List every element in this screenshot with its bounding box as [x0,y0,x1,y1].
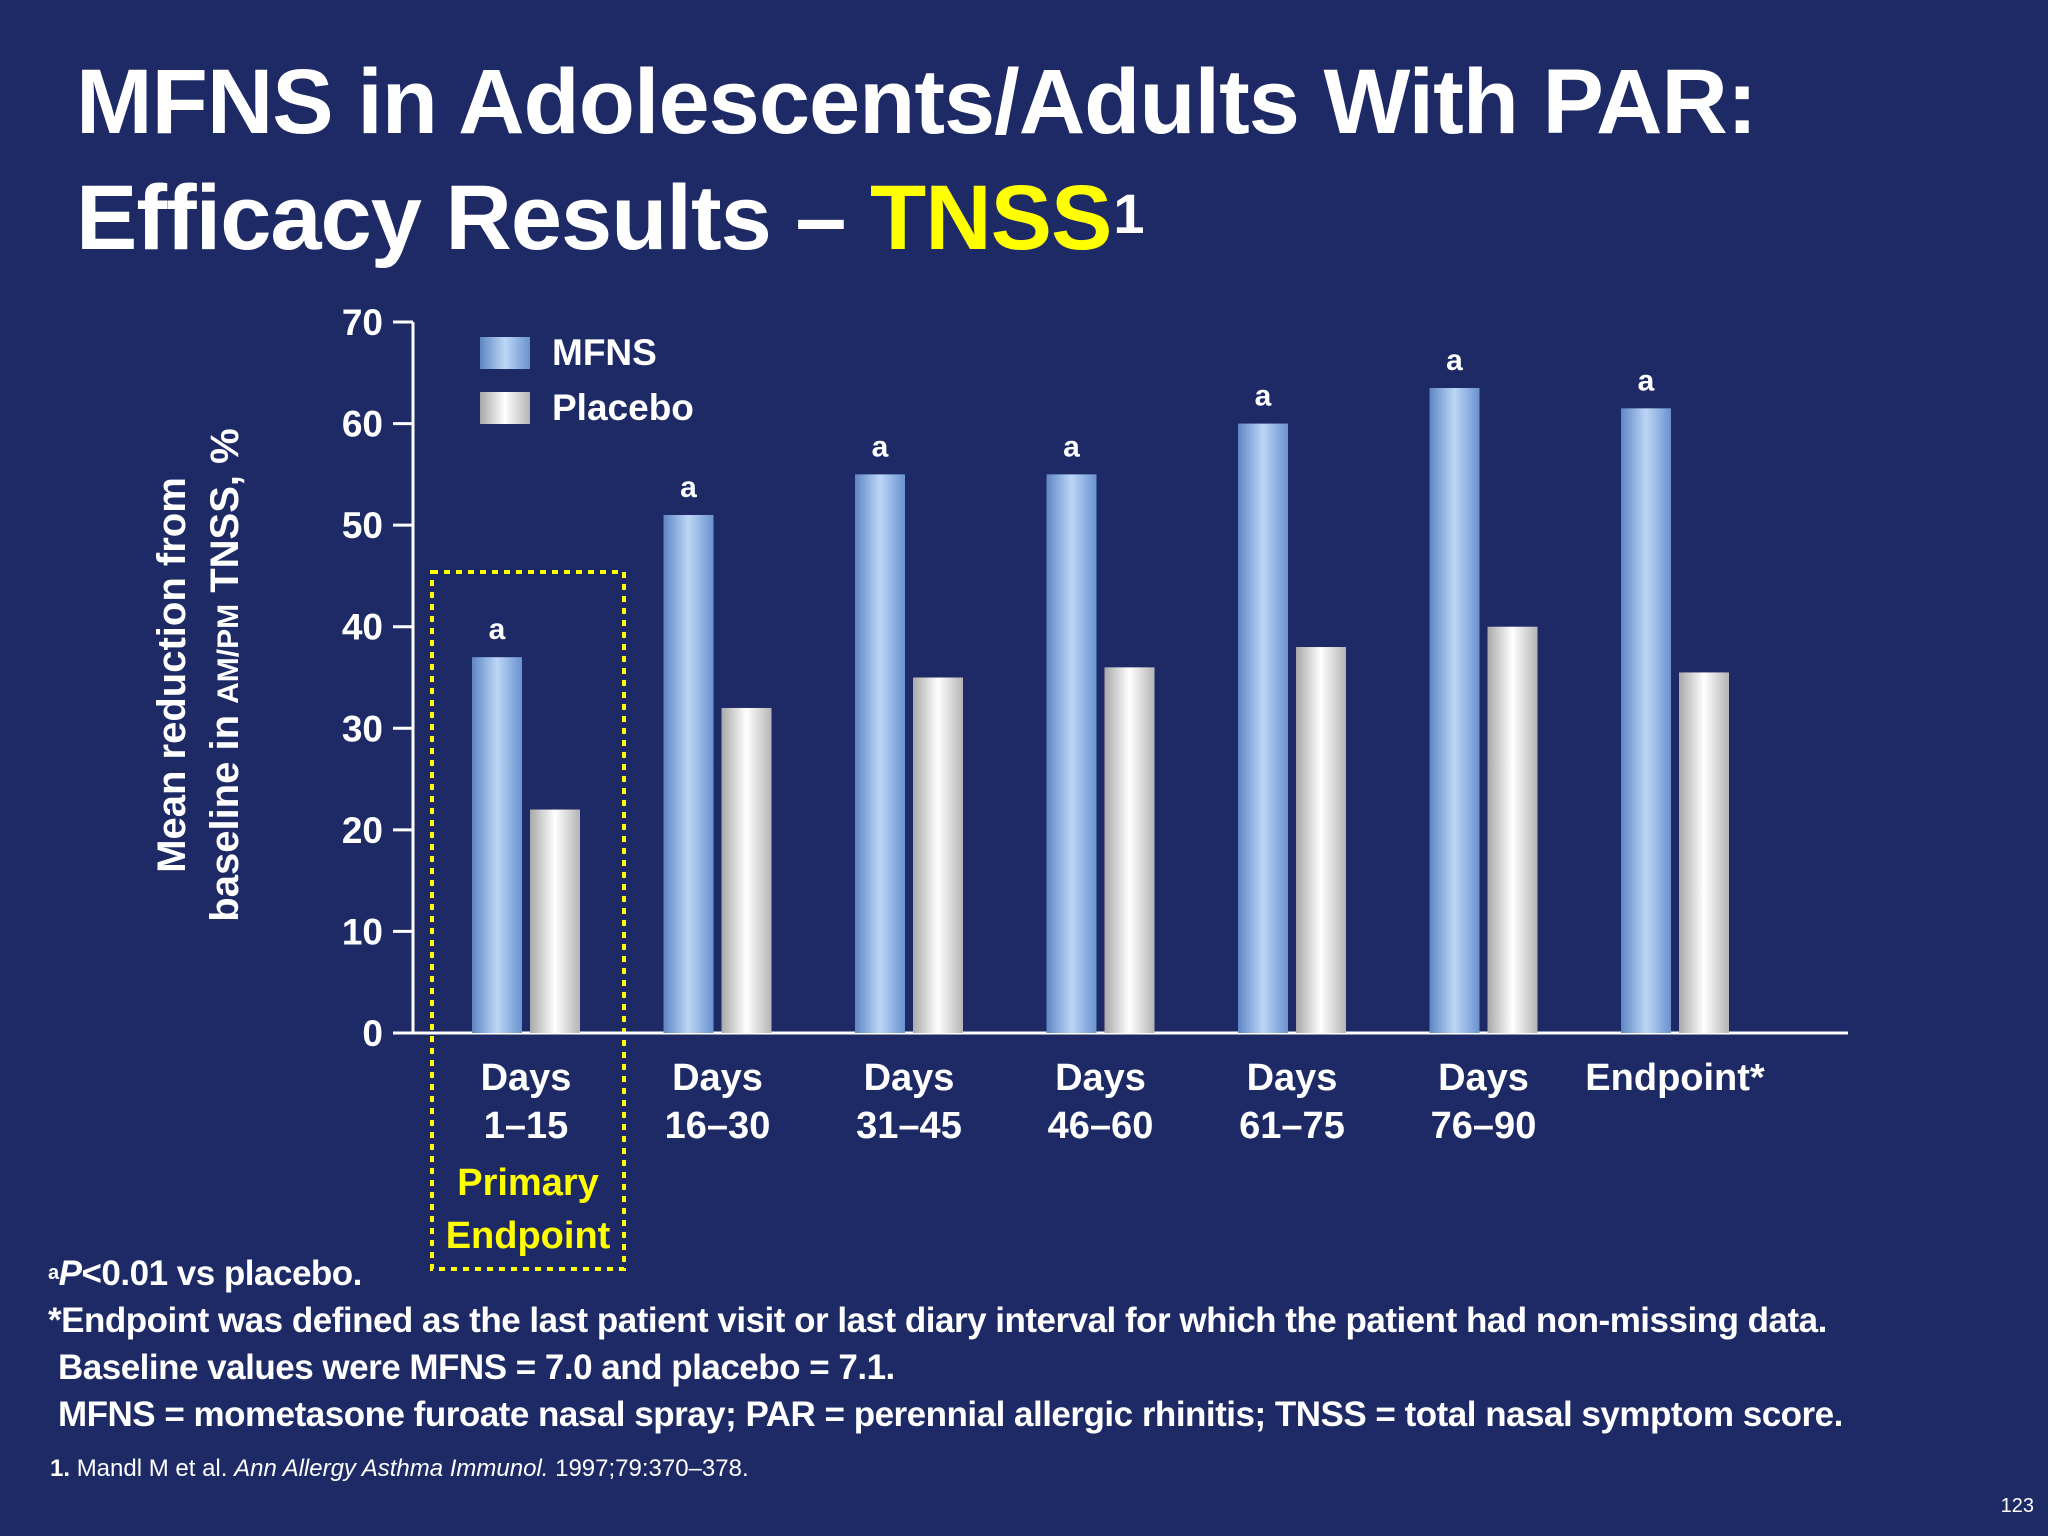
primary-endpoint-box [430,570,626,1271]
x-tick-label: 16–30 [665,1105,771,1147]
y-tick-label: 40 [342,607,383,648]
primary-endpoint-label-1: Primary [457,1162,599,1204]
bar-mfns [1046,474,1097,1033]
significance-label: a [680,471,697,504]
y-axis-label-line-2: baseline in AM/PM TNSS, % [203,428,247,921]
footnote-significance: aP<0.01 vs placebo. [48,1250,1948,1297]
bar-mfns [663,514,714,1033]
bar-placebo [530,809,580,1033]
y-tick-label: 20 [342,810,383,851]
title-line-1: MFNS in Adolescents/Adults With PAR: [76,51,1758,153]
y-tick-label: 70 [342,302,383,343]
footnotes: aP<0.01 vs placebo. *Endpoint was define… [48,1250,1948,1438]
title-line-2: Efficacy Results – TNSS1 [76,160,1976,276]
x-tick-label: 46–60 [1048,1105,1154,1147]
y-tick-label: 10 [342,911,383,952]
x-tick-label: Days [1055,1057,1146,1099]
bar-placebo [913,677,963,1033]
primary-endpoint-label-2: Endpoint [446,1215,611,1257]
bar-mfns [855,474,905,1033]
x-tick-label: Days [1247,1057,1338,1099]
ref-journal: Ann Allergy Asthma Immunol. [234,1455,549,1482]
x-tick-label: 76–90 [1431,1105,1537,1147]
y-tick-label: 50 [342,505,383,546]
page-number: 123 [2000,1495,2034,1517]
legend-swatch [480,337,530,369]
ref-number: 1. [50,1455,71,1482]
footnote-sig-p: P [58,1254,82,1293]
x-tick-label: Days [481,1057,572,1099]
x-tick-label: Endpoint* [1585,1057,1765,1099]
significance-label: a [872,430,889,463]
title-reference-superscript: 1 [1113,182,1144,245]
significance-label: a [1638,364,1655,397]
ref-details: 1997;79:370–378. [555,1455,749,1482]
x-tick-label: Days [672,1057,763,1099]
bar-mfns [1238,423,1288,1034]
bar-placebo [1296,647,1346,1033]
bar-mfns [1429,388,1480,1033]
bar-mfns [472,657,522,1033]
significance-label: a [1063,430,1080,463]
legend-label: Placebo [552,387,694,428]
legend-swatch [480,392,530,424]
x-tick-label: Days [1438,1057,1529,1099]
significance-label: a [1255,380,1272,413]
y-tick-label: 0 [362,1013,383,1054]
legend-label: MFNS [552,332,657,373]
bar-placebo [1679,672,1729,1033]
footnote-abbreviations: MFNS = mometasone furoate nasal spray; P… [58,1395,1843,1434]
ref-authors: Mandl M et al. [76,1455,228,1482]
bar-placebo [1104,667,1155,1033]
x-tick-label: 61–75 [1239,1105,1345,1147]
footnote-sig-text: <0.01 vs placebo. [81,1254,362,1293]
reference: 1. Mandl M et al. Ann Allergy Asthma Imm… [50,1455,749,1483]
bar-placebo [1487,626,1538,1033]
x-tick-label: 1–15 [484,1105,569,1147]
bar-placebo [721,707,772,1033]
y-tick-label: 60 [342,404,383,445]
x-tick-label: 31–45 [856,1105,962,1147]
bar-mfns [1621,408,1671,1034]
slide-title: MFNS in Adolescents/Adults With PAR: Eff… [76,44,1976,276]
title-highlight-tnss: TNSS [870,167,1112,269]
y-axis-label-line-1: Mean reduction from [150,477,194,873]
footnote-sig-marker: a [48,1262,59,1284]
significance-label: a [489,613,506,646]
footnote-baseline: Baseline values were MFNS = 7.0 and plac… [58,1348,895,1387]
significance-label: a [1446,344,1463,377]
title-line-2-prefix: Efficacy Results – [76,167,871,269]
x-tick-label: Days [864,1057,955,1099]
footnote-endpoint: *Endpoint was defined as the last patien… [48,1301,1827,1340]
y-tick-label: 30 [342,708,383,749]
